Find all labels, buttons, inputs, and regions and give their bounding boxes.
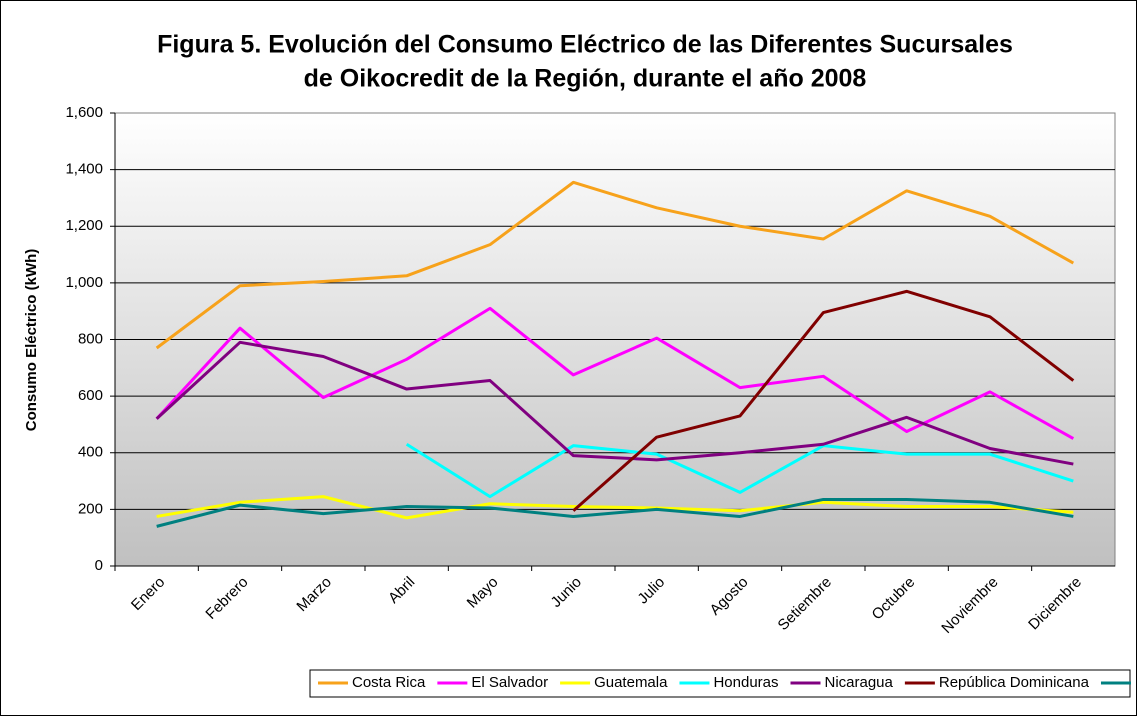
y-tick-label: 600 bbox=[78, 387, 103, 404]
legend-label: Costa Rica bbox=[352, 674, 426, 691]
series-line bbox=[156, 495, 1074, 520]
legend-label: Honduras bbox=[713, 674, 778, 691]
y-axis-label: Consumo Eléctrico (kWh) bbox=[23, 249, 40, 432]
legend-label: República Dominicana bbox=[939, 674, 1090, 691]
y-tick-label: 1,400 bbox=[65, 161, 103, 178]
series-line bbox=[572, 289, 1075, 512]
series-line bbox=[155, 180, 1075, 350]
y-tick-label: 1,600 bbox=[65, 104, 103, 121]
legend-label: Nicaragua bbox=[825, 674, 894, 691]
y-tick-label: 0 bbox=[95, 557, 103, 574]
y-tick-label: 1,000 bbox=[65, 274, 103, 291]
legend-label: Guatemala bbox=[594, 674, 668, 691]
chart-subtitle: de Oikocredit de la Región, durante el a… bbox=[304, 65, 867, 93]
series-line bbox=[156, 497, 1074, 528]
y-tick-label: 1,200 bbox=[65, 217, 103, 234]
series-line bbox=[155, 340, 1074, 466]
legend-label: México bbox=[1135, 674, 1137, 691]
legend-label: El Salvador bbox=[471, 674, 548, 691]
y-tick-label: 400 bbox=[78, 444, 103, 461]
series-line bbox=[405, 442, 1074, 499]
chart-title: Figura 5. Evolución del Consumo Eléctric… bbox=[157, 31, 1013, 59]
series-line bbox=[155, 306, 1075, 440]
y-tick-label: 200 bbox=[78, 500, 103, 517]
y-tick-label: 800 bbox=[78, 330, 103, 347]
